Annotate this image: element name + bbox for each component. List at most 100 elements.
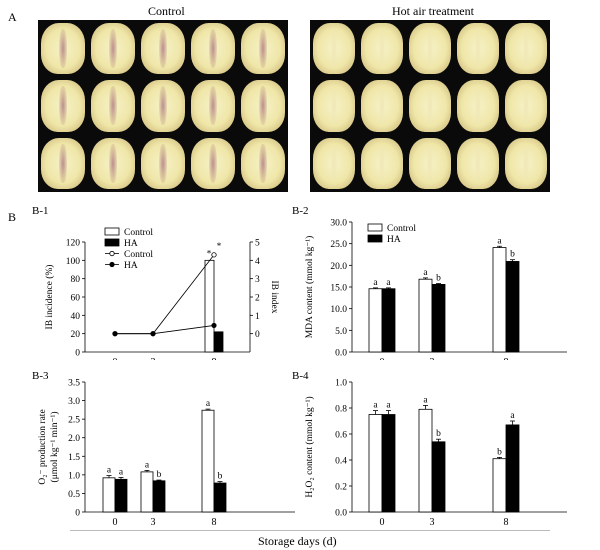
significance-letter: a: [119, 467, 124, 477]
fruit-slice: [191, 80, 235, 132]
fruit-slice: [505, 80, 547, 132]
y-tick-label: 80: [71, 275, 81, 285]
fruit-slice: [505, 23, 547, 75]
y-tick-label: 10.0: [330, 305, 347, 315]
y-tick-label: 0.6: [335, 431, 347, 441]
legend-label: HA: [124, 239, 138, 249]
hot-air-fruit-photo: [310, 20, 550, 192]
significance-letter: b: [218, 472, 223, 482]
bar-ha: [381, 288, 396, 353]
significance-letter: a: [373, 401, 378, 411]
fruit-slice: [457, 137, 499, 189]
fruit-slice: [361, 80, 403, 132]
significance-letter: a: [145, 460, 150, 470]
y-axis-label: IB incidence (%): [44, 265, 55, 330]
bar-ha: [505, 424, 520, 513]
bar-ha: [381, 414, 396, 513]
x-tick-label: 3: [151, 357, 156, 360]
legend-label: HA: [387, 235, 401, 245]
y-axis-label: H₂O₂ content (mmol kg⁻¹): [304, 396, 315, 497]
y-tick-label: 0.0: [335, 509, 347, 519]
fruit-slice: [361, 23, 403, 75]
bar-ha: [431, 441, 446, 513]
x-tick-label: 0: [113, 517, 118, 525]
x-tick-label: 0: [380, 517, 385, 525]
panel-label: B-3: [32, 370, 49, 382]
x-tick-label: 8: [504, 517, 509, 525]
x-tick-label: 0: [113, 357, 118, 360]
fruit-slice: [141, 137, 185, 189]
y-tick-label: 60: [71, 294, 81, 304]
bar-ha: [213, 482, 227, 513]
secondary-y-axis-label: IB index: [269, 281, 279, 314]
fruit-slice: [91, 23, 135, 75]
significance-letter: a: [423, 268, 428, 278]
secondary-y-tick-label: 1: [255, 312, 260, 322]
y-tick-label: 3.5: [68, 379, 80, 389]
y-tick-label: 2.5: [68, 416, 80, 426]
bottom-rule: [70, 530, 550, 531]
significance-letter: b: [157, 470, 162, 480]
fruit-slice: [91, 80, 135, 132]
secondary-y-tick-label: 5: [255, 239, 260, 249]
y-axis-label: O₂⁻ production rate: [38, 409, 48, 484]
fruit-slice: [361, 137, 403, 189]
bar-ha: [152, 480, 166, 513]
photo-control-title: Control: [148, 4, 185, 18]
fruit-slice: [313, 80, 355, 132]
significance-letter: a: [373, 278, 378, 288]
bar-control: [368, 288, 383, 353]
y-tick-label: 40: [71, 312, 81, 322]
legend-marker-ha: [109, 261, 115, 268]
significance-letter: b: [497, 447, 502, 457]
line-ha: [115, 325, 215, 335]
fruit-slice: [505, 137, 547, 189]
x-tick-label: 0: [380, 357, 385, 360]
panel-label: B-2: [292, 205, 309, 217]
fruit-slice: [91, 137, 135, 189]
significance-letter: a: [386, 401, 391, 411]
legend-swatch-ha: [104, 238, 120, 247]
y-axis-label: MDA content (mmol kg⁻¹): [304, 236, 315, 339]
y-tick-label: 0.8: [335, 405, 347, 415]
shared-x-axis-label: Storage days (d): [258, 534, 337, 548]
y-tick-label: 120: [66, 239, 81, 249]
fruit-slice: [41, 137, 85, 189]
bar-ha: [114, 478, 128, 513]
significance-letter: a: [510, 411, 515, 421]
fruit-slice: [141, 80, 185, 132]
bar-ha: [505, 261, 520, 353]
fruit-slice: [313, 137, 355, 189]
point-ha: [112, 331, 118, 337]
bar-control: [201, 409, 215, 513]
secondary-y-tick-label: 2: [255, 294, 260, 304]
legend-swatch-control: [367, 223, 383, 232]
x-tick-label: 8: [212, 517, 217, 525]
legend-label: Control: [124, 228, 153, 238]
significance-letter: b: [436, 274, 441, 284]
control-fruit-photo: [38, 20, 288, 192]
significance-letter: a: [423, 395, 428, 405]
fruit-slice: [41, 23, 85, 75]
panel-a-label: A: [8, 10, 17, 24]
secondary-y-tick-label: 4: [255, 257, 260, 267]
point-ha: [211, 322, 217, 329]
y-axis-label: (μmol kg⁻¹ min⁻¹): [49, 412, 60, 483]
panel-label: B-1: [32, 205, 49, 217]
legend-swatch-control: [104, 227, 120, 236]
panel-label: B-4: [292, 370, 309, 382]
point-control: [211, 252, 217, 258]
bar-ha: [431, 284, 446, 353]
point-ha: [150, 331, 156, 337]
secondary-y-tick-label: 3: [255, 275, 260, 285]
significance-letter: b: [510, 250, 515, 260]
fruit-slice: [457, 23, 499, 75]
significance-letter: a: [206, 399, 211, 409]
legend-swatch-ha: [367, 234, 383, 243]
legend-label: Control: [387, 224, 416, 234]
y-tick-label: 3.0: [68, 397, 80, 407]
bar-control: [492, 247, 507, 353]
y-tick-label: 15.0: [330, 284, 347, 294]
y-tick-label: 1.5: [68, 453, 80, 463]
y-tick-label: 5.0: [335, 327, 347, 337]
